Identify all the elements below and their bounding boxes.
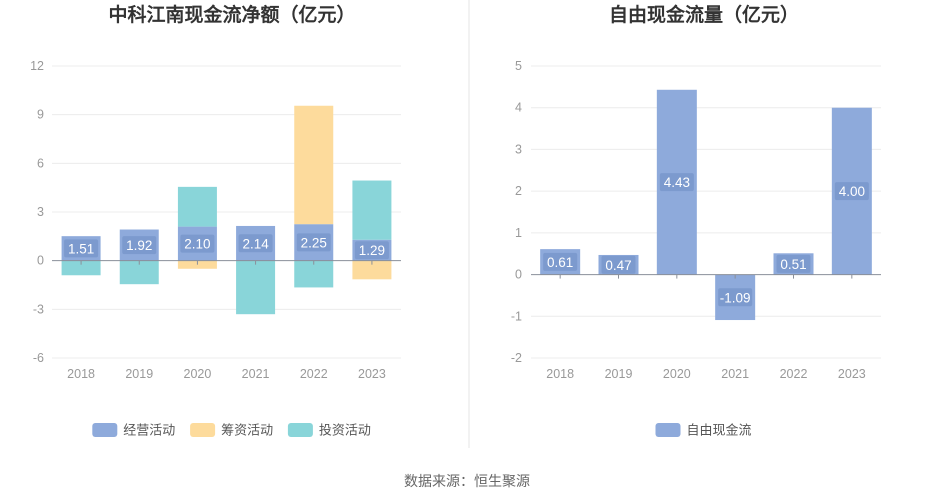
legend-label[interactable]: 经营活动 (123, 423, 175, 438)
data-label: 2.14 (242, 236, 269, 251)
data-label-bg (834, 182, 869, 201)
bar-筹资活动-2022 (294, 105, 334, 225)
y-tick-label: -3 (33, 302, 44, 316)
data-source: 数据来源：恒生聚源 (404, 473, 530, 489)
y-tick-label: 6 (37, 156, 44, 170)
legend-swatch[interactable] (92, 423, 118, 437)
legend-swatch[interactable] (655, 423, 681, 437)
x-tick-label: 2022 (300, 367, 328, 381)
y-axis-ticks: 5 4 3 2 1 0 -1 -2 (511, 59, 522, 365)
x-tick-label: 2018 (546, 367, 574, 381)
y-tick-label: -6 (33, 351, 44, 365)
data-label-bg (122, 236, 157, 255)
x-tick-label: 2018 (67, 367, 95, 381)
bar-投资活动-2023 (352, 180, 392, 240)
data-label: 0.61 (547, 255, 573, 270)
x-tick-label: 2019 (605, 367, 633, 381)
data-label-bg (64, 239, 99, 258)
data-labels: 0.61 0.47 4.43 -1.09 0.51 4.00 (543, 173, 869, 307)
legend-swatch[interactable] (190, 423, 216, 437)
y-tick-label: -1 (511, 309, 522, 323)
y-tick-label: 1 (515, 226, 522, 240)
legend: 经营活动 筹资活动 投资活动 (92, 423, 371, 438)
chart-title: 中科江南现金流净额（亿元） (108, 3, 355, 26)
x-tick-label: 2020 (663, 367, 691, 381)
bars (540, 89, 872, 321)
data-label-bg (238, 234, 273, 253)
data-label: 0.47 (605, 258, 631, 273)
data-label: 1.29 (359, 243, 385, 258)
bar-投资活动-2021 (236, 260, 276, 315)
y-gridlines (531, 65, 881, 359)
y-tick-label: 12 (30, 59, 44, 73)
bar-投资活动-2018 (61, 260, 101, 276)
data-label: 4.00 (839, 184, 865, 199)
data-label-bg (543, 252, 578, 271)
x-tick-label: 2021 (721, 367, 749, 381)
data-label-bg (296, 233, 331, 252)
x-tick-label: 2023 (838, 367, 866, 381)
x-tick-label: 2020 (184, 367, 212, 381)
y-tick-label: -2 (511, 351, 522, 365)
y-gridlines (52, 65, 401, 359)
y-tick-label: 9 (37, 108, 44, 122)
data-label: -1.09 (720, 290, 751, 305)
bar-筹资活动-2020 (177, 260, 217, 269)
y-tick-label: 3 (515, 142, 522, 156)
y-tick-label: 0 (515, 268, 522, 282)
x-tick-label: 2019 (125, 367, 153, 381)
legend-label[interactable]: 筹资活动 (221, 423, 273, 438)
legend-label[interactable]: 自由现金流 (687, 423, 752, 438)
bar-投资活动-2020 (177, 186, 217, 227)
data-label-bg (601, 255, 636, 274)
cashflow-net-chart: 中科江南现金流净额（亿元） 12 9 6 3 0 -3 -6 1.51 1.92 2.10 2.1… (30, 3, 401, 438)
legend: 自由现金流 (655, 423, 752, 438)
x-tick-label: 2021 (242, 367, 270, 381)
y-tick-label: 4 (515, 101, 522, 115)
y-tick-label: 2 (515, 184, 522, 198)
legend-label[interactable]: 投资活动 (319, 423, 371, 438)
y-tick-label: 5 (515, 59, 522, 73)
zero-axis (52, 260, 401, 265)
data-label: 1.51 (68, 241, 94, 256)
y-tick-label: 3 (37, 205, 44, 219)
data-label: 2.10 (184, 237, 210, 252)
y-axis-ticks: 12 9 6 3 0 -3 -6 (30, 59, 44, 365)
bars (61, 105, 392, 315)
x-axis-ticks: 2018 2019 2020 2021 2022 2023 (546, 367, 866, 381)
x-tick-label: 2023 (358, 367, 386, 381)
data-label-bg (776, 254, 811, 273)
data-label-bg (354, 241, 389, 260)
data-labels: 1.51 1.92 2.10 2.14 2.25 1.29 (64, 233, 389, 260)
x-tick-label: 2022 (780, 367, 808, 381)
chart-title: 自由现金流量（亿元） (609, 3, 799, 26)
y-tick-label: 0 (37, 254, 44, 268)
data-label: 1.92 (126, 238, 152, 253)
legend-swatch[interactable] (287, 423, 313, 437)
bar-筹资活动-2023 (352, 260, 392, 280)
data-label-bg (718, 288, 753, 307)
zero-axis (531, 274, 881, 279)
data-label-bg (180, 234, 215, 253)
data-label: 0.51 (780, 257, 806, 272)
bar-投资活动-2022 (294, 260, 334, 288)
data-label-bg (659, 173, 694, 192)
bar-投资活动-2019 (119, 260, 159, 285)
data-label: 4.43 (664, 175, 690, 190)
x-axis-ticks: 2018 2019 2020 2021 2022 2023 (67, 367, 386, 381)
data-label: 2.25 (301, 235, 327, 250)
